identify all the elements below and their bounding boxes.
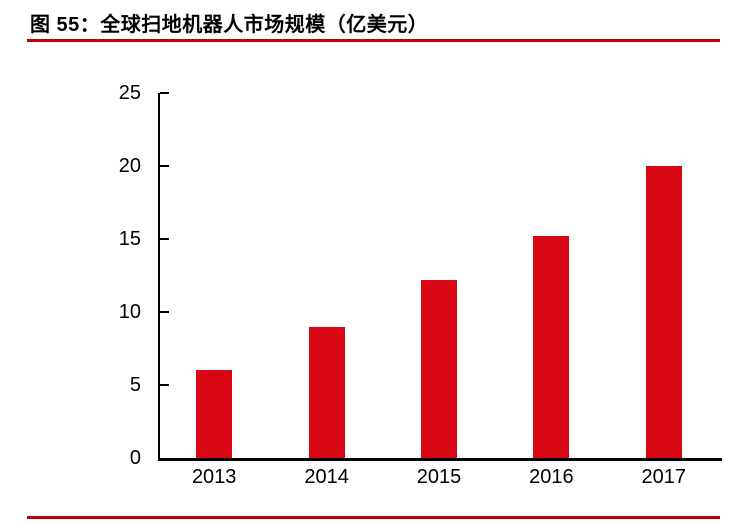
y-tick-label-0: 0 — [129, 447, 141, 469]
bar-2014 — [308, 326, 345, 458]
y-tick-label-5: 5 — [129, 374, 141, 396]
x-tick-label-2017: 2017 — [641, 466, 687, 488]
bar-2013 — [196, 370, 233, 458]
x-tick-label-2015: 2015 — [416, 466, 462, 488]
y-tick-mark-20 — [160, 165, 169, 167]
y-tick-mark-10 — [160, 311, 169, 313]
y-tick-mark-5 — [160, 384, 169, 386]
y-tick-mark-25 — [160, 92, 169, 94]
y-tick-label-25: 25 — [118, 82, 141, 104]
y-tick-mark-15 — [160, 238, 169, 240]
footer-rule — [27, 516, 720, 519]
y-tick-label-10: 10 — [118, 301, 141, 323]
x-tick-label-2013: 2013 — [191, 466, 237, 488]
title-underline-rule — [27, 39, 720, 42]
bar-2015 — [421, 279, 457, 458]
bar-2017 — [645, 166, 682, 458]
bar-2016 — [533, 236, 570, 458]
x-tick-label-2014: 2014 — [304, 466, 349, 488]
y-tick-label-15: 15 — [118, 228, 141, 250]
x-tick-label-2016: 2016 — [529, 466, 574, 488]
plot-area — [158, 93, 722, 461]
y-tick-label-20: 20 — [118, 155, 141, 177]
figure-title: 图 55：全球扫地机器人市场规模（亿美元） — [30, 14, 429, 36]
